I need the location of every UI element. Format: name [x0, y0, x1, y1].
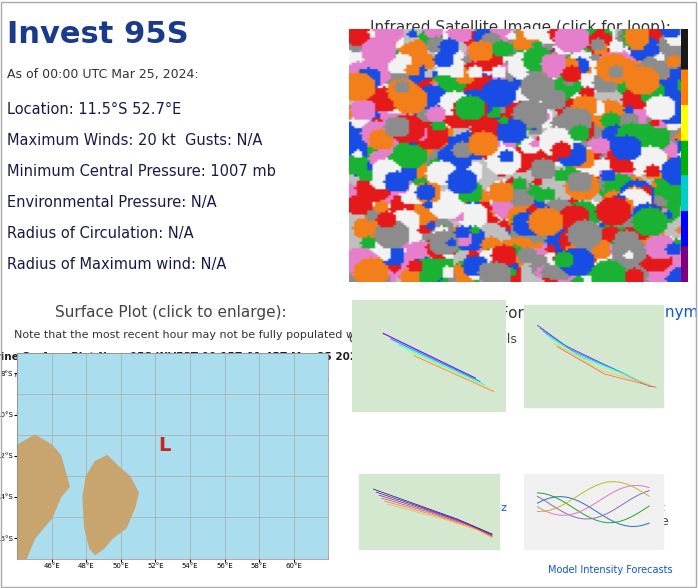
- Text: ):: ):: [644, 305, 655, 320]
- Text: "L" marks storm location as of 00Z Mar 25: "L" marks storm location as of 00Z Mar 2…: [13, 375, 221, 385]
- Polygon shape: [83, 456, 138, 554]
- Text: L: L: [158, 436, 170, 455]
- Text: GEPS Ensembles: GEPS Ensembles: [380, 516, 485, 529]
- Text: Model Forecasts (: Model Forecasts (: [450, 305, 584, 320]
- Text: Note that the most recent hour may not be fully populated with stations yet.: Note that the most recent hour may not b…: [13, 330, 442, 340]
- Text: 18z: 18z: [488, 503, 508, 513]
- Polygon shape: [17, 435, 69, 559]
- Text: Maximum Winds: 20 kt  Gusts: N/A: Maximum Winds: 20 kt Gusts: N/A: [7, 133, 262, 148]
- Text: 00z: 00z: [362, 503, 383, 513]
- Text: 06z: 06z: [404, 503, 424, 513]
- Text: Global + Hurricane Models: Global + Hurricane Models: [349, 333, 517, 346]
- Text: 06z: 06z: [568, 503, 588, 513]
- Text: Infrared Satellite Image (click for loop):: Infrared Satellite Image (click for loop…: [369, 20, 671, 35]
- Text: list of model acronyms: list of model acronyms: [532, 305, 698, 320]
- Text: Invest 95S: Invest 95S: [7, 20, 188, 49]
- Text: 18z: 18z: [646, 503, 665, 513]
- Text: Model Forecasts (: Model Forecasts (: [366, 305, 500, 320]
- Text: Radius of Maximum wind: N/A: Radius of Maximum wind: N/A: [7, 258, 226, 272]
- Text: Marine Surface Plot Near 95S INVEST 00:15Z-01:45Z Mar 25 2024: Marine Surface Plot Near 95S INVEST 00:1…: [0, 352, 364, 362]
- Text: 00z: 00z: [530, 503, 550, 513]
- Text: GFS Ensembles: GFS Ensembles: [562, 333, 658, 346]
- Text: Environmental Pressure: N/A: Environmental Pressure: N/A: [7, 195, 216, 211]
- Text: Surface Plot (click to enlarge):: Surface Plot (click to enlarge):: [55, 305, 287, 320]
- Text: 12z: 12z: [446, 503, 466, 513]
- Text: 12z: 12z: [607, 503, 627, 513]
- Text: Model Intensity Forecasts: Model Intensity Forecasts: [548, 565, 673, 575]
- Text: Location: 11.5°S 52.7°E: Location: 11.5°S 52.7°E: [7, 102, 181, 117]
- Text: Intensity Guidance: Intensity Guidance: [551, 516, 669, 529]
- Text: Minimum Central Pressure: 1007 mb: Minimum Central Pressure: 1007 mb: [7, 164, 276, 179]
- Text: Levi Cowan - tropicaltidbits.com: Levi Cowan - tropicaltidbits.com: [193, 375, 329, 383]
- Text: As of 00:00 UTC Mar 25, 2024:: As of 00:00 UTC Mar 25, 2024:: [7, 68, 199, 81]
- Text: Radius of Circulation: N/A: Radius of Circulation: N/A: [7, 226, 193, 241]
